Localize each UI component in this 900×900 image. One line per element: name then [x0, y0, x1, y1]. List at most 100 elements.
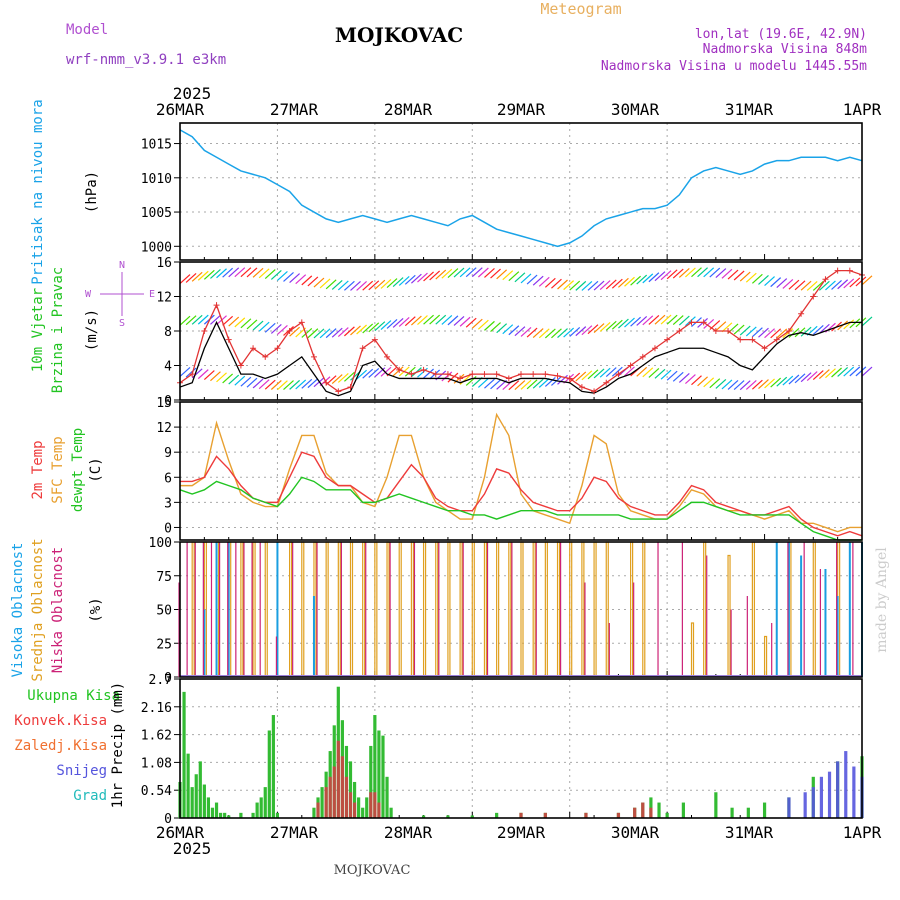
wind-barb: [800, 372, 812, 383]
y-tick-label: 2.7: [149, 673, 172, 688]
cloud-bar: [681, 542, 683, 677]
precip-bar: [633, 807, 637, 818]
y-tick-label: 100: [149, 536, 172, 551]
temp-line: [179, 476, 862, 541]
wind-barb: [605, 320, 617, 331]
precip-bar: [357, 797, 361, 818]
wind-barb: [751, 379, 763, 390]
wind-barb: [526, 274, 538, 285]
wind-barb: [484, 267, 495, 278]
wind-barb: [697, 376, 708, 387]
wind-barb: [447, 372, 459, 383]
time-label-top: 29MAR: [497, 100, 546, 119]
wind-speed-marker: [639, 353, 646, 360]
y-tick-label: 0: [164, 521, 172, 536]
wind-barb: [642, 367, 654, 378]
wind-barb: [557, 374, 568, 385]
wind-barb: [812, 370, 824, 380]
cloud-bar: [276, 542, 279, 677]
wind-barb: [611, 366, 623, 377]
wind-speed-marker: [798, 310, 805, 317]
wind-barb: [611, 278, 623, 289]
wind-barb: [337, 372, 349, 383]
wind-barb: [575, 326, 587, 337]
wind-barb: [417, 315, 428, 325]
wind-barb: [246, 267, 258, 278]
cloud-bar: [775, 542, 778, 677]
y-tick-label: 16: [156, 256, 172, 271]
wind-barb: [745, 326, 757, 337]
wind-barb: [228, 316, 240, 327]
cloud-bar: [264, 541, 268, 677]
wind-barb: [289, 379, 301, 390]
wind-barb: [392, 277, 404, 288]
wind-barb: [818, 369, 830, 380]
y-tick-label: 15: [156, 396, 172, 411]
wind-speed-marker: [676, 328, 683, 334]
pressure-unit: (hPa): [84, 171, 100, 213]
wind-barb: [429, 314, 441, 325]
wind-barb: [465, 317, 477, 328]
precip-bar: [762, 802, 767, 818]
wind-barb: [812, 281, 824, 291]
wind-barb: [222, 315, 234, 326]
panel-frame: [179, 122, 863, 261]
wind-barb: [240, 318, 252, 329]
precip-bar: [373, 792, 377, 818]
wind-barb: [222, 267, 234, 278]
wind-barb: [264, 322, 276, 333]
wind-barb: [185, 367, 197, 378]
cloud-bar: [413, 542, 416, 677]
wind-barb: [185, 315, 197, 326]
wind-barb: [770, 277, 782, 288]
wind-speed-marker: [189, 371, 196, 378]
precip-bar: [616, 812, 621, 818]
wind-title: 10m Vjetar: [30, 288, 46, 372]
wind-barb: [563, 280, 575, 291]
wind-barb: [258, 379, 270, 390]
wind-barb: [301, 378, 313, 389]
wind-speed-marker: [761, 345, 768, 352]
wind-barb: [849, 318, 861, 329]
wind-barb: [264, 379, 276, 390]
precip-legend-snow: Snijeg: [56, 763, 107, 779]
wind-barb: [605, 279, 617, 290]
wind-barb: [277, 380, 288, 391]
wind-barb: [843, 278, 855, 289]
wind-barb: [270, 380, 282, 390]
y-tick-label: 9: [164, 446, 172, 461]
wind-barb: [806, 371, 818, 382]
temp-unit: (C): [88, 457, 104, 482]
wind-speed-marker: [213, 302, 220, 309]
wind-barb: [331, 280, 343, 290]
cloud-bar: [202, 542, 204, 677]
y-tick-label: 25: [156, 637, 172, 652]
cloud-bar: [508, 541, 512, 677]
y-tick-label: 0.54: [141, 784, 172, 799]
wind-barb: [301, 327, 313, 338]
wind-speed-marker: [785, 328, 792, 334]
wind-barb: [843, 319, 855, 330]
wind-barb: [264, 269, 276, 280]
wind-barb: [794, 373, 806, 384]
wind-barb: [502, 324, 514, 335]
cloud-bar: [215, 542, 218, 677]
wind-barb: [435, 314, 447, 325]
wind-barb: [758, 327, 769, 338]
wind-speed-marker: [542, 371, 549, 378]
cloud-bar: [227, 542, 229, 677]
wind-barb: [520, 379, 532, 390]
precip-bar: [584, 812, 588, 818]
wind-speed-marker: [822, 276, 829, 283]
wind-barb: [441, 314, 453, 325]
y-tick-label: 1.08: [141, 756, 172, 771]
precip-bar: [186, 753, 190, 818]
wind-barb: [240, 376, 252, 387]
wind-barb: [435, 269, 447, 280]
wind-speed-marker: [603, 379, 610, 386]
precip-bar: [827, 771, 832, 818]
wind-barb: [587, 324, 599, 335]
wind-barb: [234, 375, 246, 386]
wind-barb: [471, 267, 483, 278]
wind-barb: [252, 320, 264, 331]
